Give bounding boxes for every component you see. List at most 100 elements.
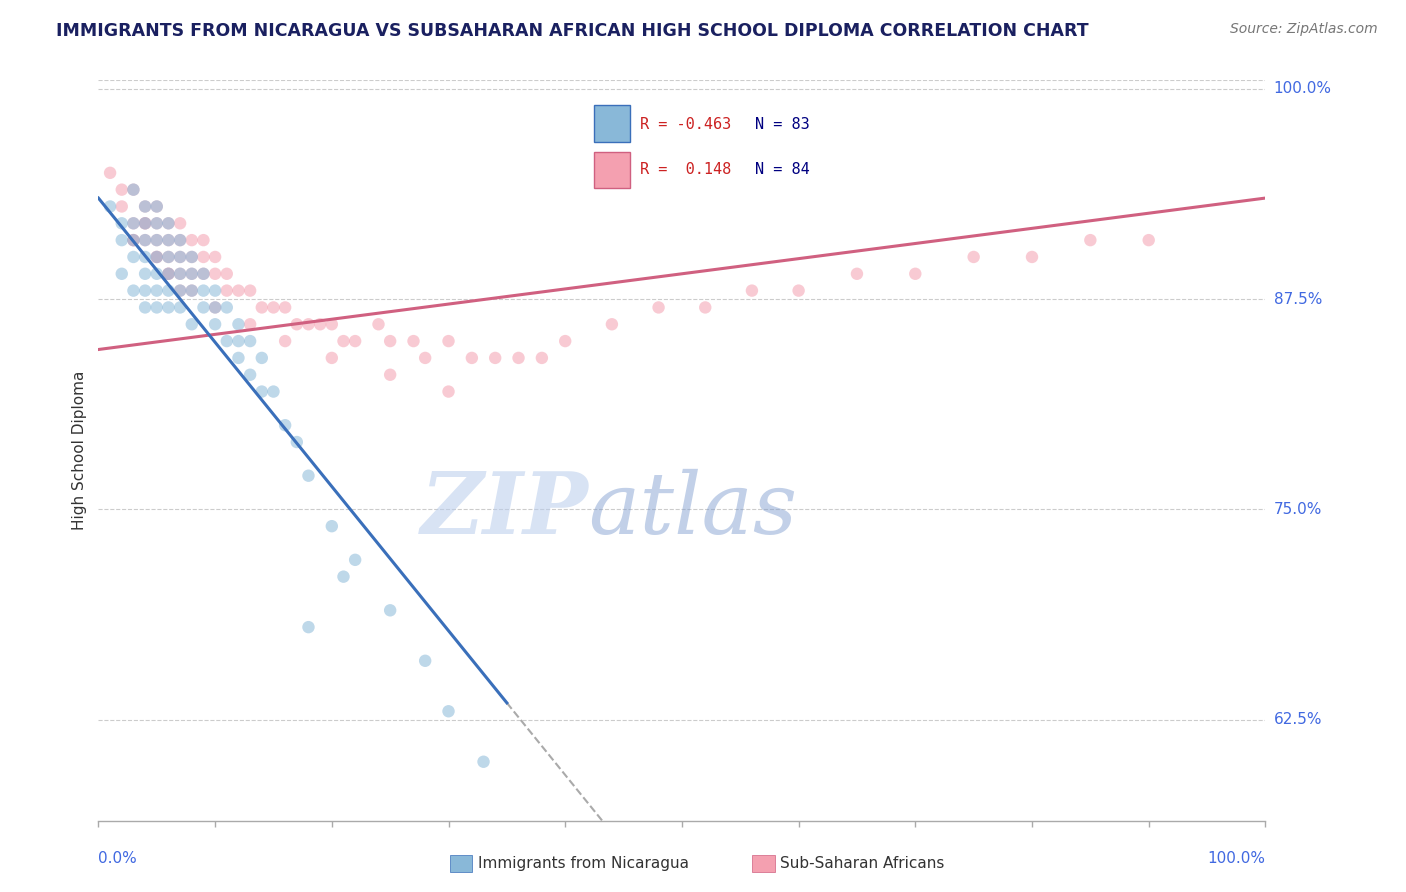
Point [962, 250, 984, 264]
Point [554, 334, 576, 348]
Point [134, 267, 156, 281]
Point [122, 183, 145, 197]
Point [204, 318, 226, 332]
Point [169, 284, 191, 298]
Text: atlas: atlas [589, 468, 797, 551]
Point [146, 216, 169, 230]
Point [262, 384, 284, 399]
Point [169, 267, 191, 281]
Point [180, 284, 202, 298]
Point [332, 569, 354, 583]
Point [157, 301, 180, 315]
Point [508, 351, 530, 365]
Point [321, 519, 343, 533]
Point [215, 334, 238, 348]
Point [193, 267, 215, 281]
Point [98, 166, 121, 180]
Point [146, 284, 169, 298]
Point [461, 351, 484, 365]
Point [215, 284, 238, 298]
Point [297, 468, 319, 483]
Point [134, 216, 156, 230]
Point [146, 216, 169, 230]
Point [157, 233, 180, 247]
Point [228, 351, 250, 365]
Point [122, 233, 145, 247]
Point [111, 267, 134, 281]
Point [157, 250, 180, 264]
Point [157, 216, 180, 230]
Point [122, 233, 145, 247]
Point [169, 216, 191, 230]
Point [204, 250, 226, 264]
Point [904, 267, 927, 281]
Point [472, 755, 495, 769]
Point [146, 199, 169, 213]
Text: Immigrants from Nicaragua: Immigrants from Nicaragua [478, 856, 689, 871]
Point [180, 284, 202, 298]
Point [285, 435, 308, 450]
Point [321, 351, 343, 365]
Text: 100.0%: 100.0% [1208, 851, 1265, 866]
Point [228, 318, 250, 332]
Point [332, 334, 354, 348]
Point [274, 334, 297, 348]
Point [169, 267, 191, 281]
Point [1137, 233, 1160, 247]
Text: Sub-Saharan Africans: Sub-Saharan Africans [780, 856, 945, 871]
Point [380, 603, 402, 617]
Point [344, 334, 367, 348]
Point [1021, 250, 1043, 264]
Point [146, 250, 169, 264]
Point [134, 216, 156, 230]
Point [122, 250, 145, 264]
Point [239, 318, 262, 332]
Point [157, 267, 180, 281]
Point [146, 301, 169, 315]
Point [180, 318, 202, 332]
Point [204, 284, 226, 298]
Point [146, 233, 169, 247]
Point [169, 301, 191, 315]
Point [157, 233, 180, 247]
Text: 100.0%: 100.0% [1274, 81, 1331, 96]
Point [180, 250, 202, 264]
Point [111, 216, 134, 230]
Point [228, 284, 250, 298]
Point [157, 267, 180, 281]
Point [380, 368, 402, 382]
Point [134, 199, 156, 213]
Text: IMMIGRANTS FROM NICARAGUA VS SUBSAHARAN AFRICAN HIGH SCHOOL DIPLOMA CORRELATION : IMMIGRANTS FROM NICARAGUA VS SUBSAHARAN … [56, 22, 1088, 40]
Point [741, 284, 763, 298]
Point [122, 233, 145, 247]
Point [297, 620, 319, 634]
Point [274, 418, 297, 433]
Point [437, 704, 460, 718]
Point [122, 183, 145, 197]
Point [344, 553, 367, 567]
Point [146, 250, 169, 264]
Point [180, 233, 202, 247]
Y-axis label: High School Diploma: High School Diploma [72, 371, 87, 530]
Point [239, 284, 262, 298]
Point [437, 384, 460, 399]
Point [193, 233, 215, 247]
Point [180, 267, 202, 281]
Point [530, 351, 553, 365]
Point [380, 334, 402, 348]
Point [157, 216, 180, 230]
Point [274, 301, 297, 315]
Text: 75.0%: 75.0% [1274, 502, 1322, 516]
Point [367, 318, 389, 332]
Point [111, 233, 134, 247]
Point [484, 351, 506, 365]
Point [321, 318, 343, 332]
Point [193, 267, 215, 281]
Text: 87.5%: 87.5% [1274, 292, 1322, 307]
Point [169, 233, 191, 247]
Point [134, 233, 156, 247]
Point [285, 318, 308, 332]
Point [239, 334, 262, 348]
Point [157, 250, 180, 264]
Point [134, 199, 156, 213]
